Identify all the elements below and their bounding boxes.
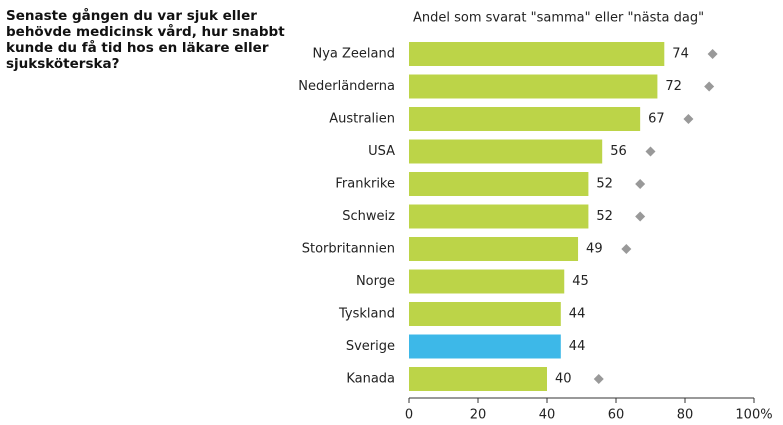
value-label: 67 [648, 112, 665, 127]
bar [409, 172, 589, 196]
x-tick-label: 80 [677, 408, 694, 423]
x-tick-label: 40 [539, 408, 556, 423]
value-label: 49 [586, 242, 603, 257]
category-label: Australien [329, 112, 395, 127]
bar [409, 269, 565, 294]
value-label: 52 [596, 209, 613, 224]
marker [635, 179, 646, 189]
category-label: Norge [356, 274, 395, 289]
marker [707, 49, 718, 59]
x-tick-label: 0 [405, 408, 413, 423]
bar [409, 334, 561, 359]
category-label: USA [368, 144, 395, 159]
category-label: Storbritannien [302, 242, 395, 257]
bar [409, 237, 579, 261]
value-label: 44 [569, 307, 586, 322]
value-label: 56 [610, 144, 627, 159]
marker [704, 81, 715, 92]
value-label: 52 [596, 177, 613, 192]
x-tick-label: 100% [735, 408, 772, 423]
category-label: Tyskland [338, 307, 395, 322]
bar [409, 42, 665, 66]
category-label: Kanada [346, 372, 395, 387]
value-label: 45 [572, 274, 589, 289]
value-label: 74 [672, 47, 689, 62]
marker [645, 146, 656, 157]
question-title: Senaste gången du var sjuk eller behövde… [6, 8, 285, 72]
value-label: 44 [569, 339, 586, 354]
bar [409, 107, 641, 131]
x-tick-label: 20 [470, 408, 487, 423]
marker [621, 244, 632, 254]
category-label: Sverige [346, 339, 395, 354]
value-label: 40 [555, 372, 572, 387]
bar [409, 74, 658, 99]
marker [683, 114, 694, 124]
bar [409, 139, 603, 164]
bar [409, 367, 547, 391]
category-label: Nya Zeeland [313, 47, 396, 62]
value-label: 72 [665, 79, 682, 94]
x-tick-label: 60 [608, 408, 625, 423]
bar [409, 204, 589, 229]
category-label: Frankrike [335, 177, 395, 192]
subtitle: Andel som svarat "samma" eller "nästa da… [413, 11, 704, 26]
marker [635, 211, 646, 222]
category-label: Nederländerna [298, 79, 395, 94]
bar [409, 302, 561, 326]
marker [593, 374, 604, 384]
category-label: Schweiz [342, 209, 395, 224]
